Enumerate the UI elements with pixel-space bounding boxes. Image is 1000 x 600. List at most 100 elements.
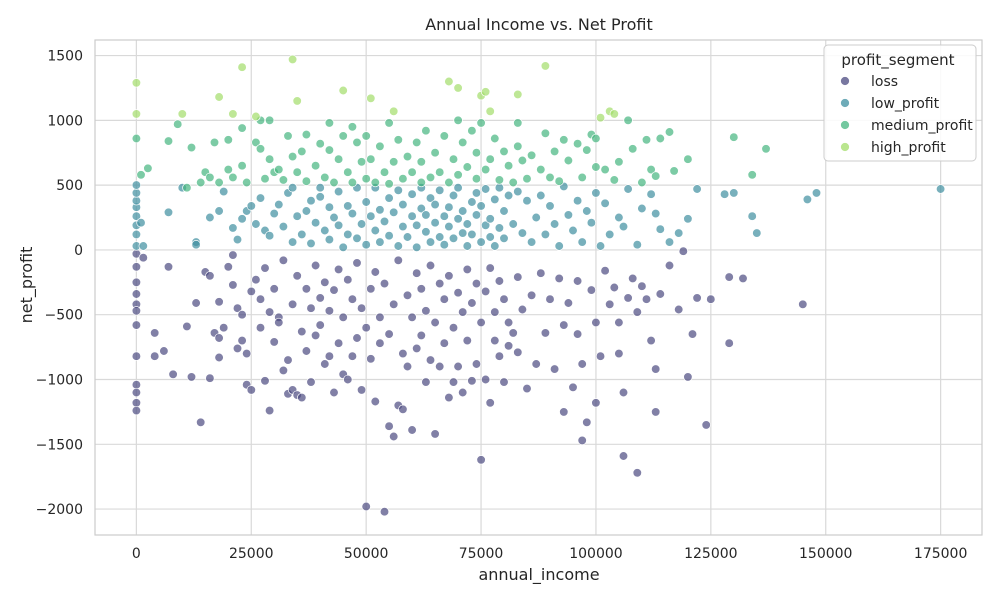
data-point (138, 241, 148, 251)
data-point (687, 329, 698, 339)
data-point (480, 220, 491, 230)
data-point (150, 328, 160, 338)
data-point (329, 285, 339, 295)
data-point (301, 129, 312, 140)
data-point (366, 154, 376, 164)
data-point (375, 338, 385, 348)
data-point (237, 62, 247, 72)
data-point (407, 189, 417, 199)
x-axis-label: annual_income (478, 565, 599, 585)
data-point (485, 154, 495, 164)
data-point (393, 241, 403, 251)
legend-label: high_profit (871, 140, 946, 156)
data-point (131, 188, 142, 198)
data-point (508, 177, 518, 188)
data-point (586, 218, 597, 228)
data-point (416, 177, 426, 188)
data-point (138, 253, 148, 263)
data-point (609, 175, 619, 185)
data-point (444, 177, 454, 188)
legend-marker (840, 98, 850, 108)
data-point (421, 377, 431, 387)
data-point (375, 205, 385, 215)
data-point (582, 206, 592, 216)
data-point (628, 144, 638, 154)
data-point (586, 285, 597, 295)
data-point (545, 294, 555, 304)
data-point (384, 421, 394, 431)
data-point (568, 382, 578, 392)
data-point (389, 431, 399, 442)
data-points (131, 54, 946, 517)
data-point (513, 141, 523, 151)
data-point (513, 118, 523, 128)
data-point (641, 294, 652, 304)
data-point (278, 175, 289, 185)
data-point (310, 218, 321, 228)
data-point (260, 174, 270, 184)
data-point (333, 338, 344, 348)
data-point (811, 188, 822, 198)
data-point (430, 148, 440, 158)
data-point (412, 268, 422, 278)
data-point (310, 260, 321, 271)
data-point (269, 208, 279, 219)
data-point (494, 175, 505, 185)
data-point (480, 286, 491, 297)
data-point (283, 355, 293, 365)
data-point (471, 148, 482, 158)
data-point (614, 157, 624, 167)
data-point (752, 228, 762, 238)
data-point (646, 335, 656, 346)
data-point (264, 115, 275, 125)
data-point (554, 241, 564, 251)
data-point (375, 237, 385, 247)
data-point (526, 150, 537, 160)
data-point (572, 276, 583, 286)
data-point (549, 364, 560, 374)
data-point (416, 330, 426, 341)
data-point (425, 172, 436, 183)
data-point (402, 361, 413, 372)
data-point (448, 154, 459, 164)
y-tick-label: −2000 (36, 502, 83, 518)
data-point (618, 451, 629, 461)
data-point (421, 306, 431, 316)
data-point (384, 118, 394, 128)
data-point (430, 218, 440, 228)
data-point (159, 346, 169, 356)
data-point (531, 359, 541, 369)
data-point (508, 328, 518, 338)
data-point (499, 233, 509, 243)
legend-marker (840, 142, 850, 152)
data-point (356, 219, 367, 229)
data-point (315, 183, 325, 193)
data-point (320, 172, 330, 183)
data-point (182, 321, 192, 332)
data-point (632, 468, 642, 478)
data-point (674, 304, 684, 315)
data-point (338, 85, 348, 96)
data-point (297, 326, 307, 337)
data-point (379, 167, 390, 177)
data-point (324, 306, 335, 316)
data-point (448, 233, 459, 243)
data-point (361, 131, 371, 141)
series-medium_profit (131, 115, 771, 193)
data-point (315, 139, 325, 149)
data-point (343, 374, 353, 385)
data-point (407, 425, 417, 435)
data-point (232, 303, 243, 313)
y-tick-label: −1000 (36, 373, 83, 389)
data-point (618, 387, 629, 398)
data-point (343, 167, 353, 177)
data-point (352, 258, 362, 268)
data-point (163, 207, 174, 217)
data-point (237, 123, 247, 133)
data-point (462, 162, 472, 172)
data-point (683, 154, 693, 164)
data-point (480, 164, 491, 175)
data-point (577, 435, 587, 446)
x-tick-label: 100000 (569, 546, 622, 562)
